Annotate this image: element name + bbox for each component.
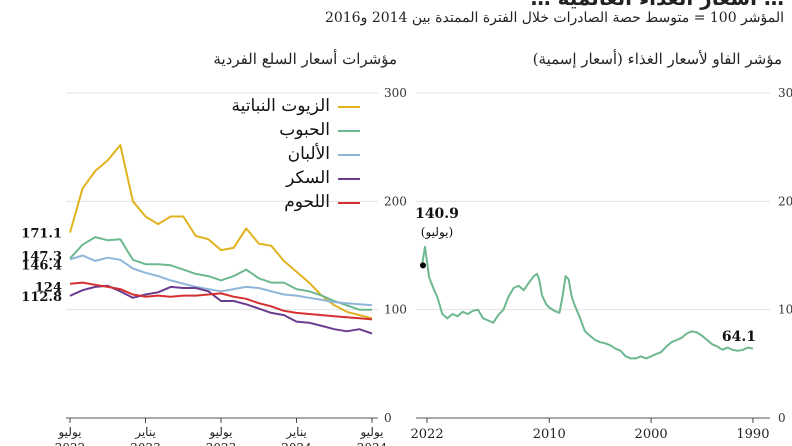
- legend-label: اللحوم: [284, 192, 330, 212]
- right-y-tick-label: 100: [778, 303, 792, 317]
- peak-sub-label: (يوليو): [421, 225, 453, 239]
- peak-value-label: 140.9: [415, 206, 459, 222]
- left-x-tick-label: يناير: [285, 425, 307, 439]
- left-y-tick-label: 200: [384, 194, 407, 208]
- right-x-tick-label: 2000: [635, 427, 668, 442]
- left-start-value-label: 146.4: [21, 258, 62, 273]
- left-x-tick-sublabel: 2022: [55, 441, 86, 446]
- right-series-line: [421, 245, 754, 360]
- left-x-tick-label: يوليو: [208, 425, 232, 439]
- left-start-value-label: 147.3: [21, 249, 62, 264]
- left-x-tick-sublabel: 2024: [281, 441, 312, 446]
- legend-label: السكر: [285, 168, 330, 188]
- left-start-value-label: 124: [35, 281, 62, 296]
- left-x-tick-sublabel: 2023: [206, 441, 237, 446]
- right-y-tick-label: 300: [778, 86, 792, 100]
- left-start-value-label: 171.1: [21, 227, 62, 242]
- left-x-tick-label: يوليو: [359, 425, 383, 439]
- right-x-tick-label: 2022: [411, 427, 444, 442]
- right-panel-title: مؤشر الفاو لأسعار الغذاء (أسعار إسمية): [532, 50, 782, 68]
- left-start-value-label: 112.8: [21, 290, 62, 305]
- left-y-tick-label: 0: [384, 411, 392, 425]
- last-value-label: 64.1: [722, 329, 756, 345]
- legend-label: الزيوت النباتية: [231, 96, 330, 116]
- left-x-tick-sublabel: 2023: [130, 441, 161, 446]
- peak-marker: [419, 262, 426, 269]
- legend-label: الألبان: [288, 143, 330, 164]
- chart-subtitle: المؤشر 100 = متوسط حصة الصادرات خلال الف…: [324, 10, 784, 26]
- left-y-tick-label: 300: [384, 86, 407, 100]
- left-x-tick-sublabel: 2024: [357, 441, 388, 446]
- left-y-tick-label: 100: [384, 303, 407, 317]
- left-x-tick-label: يناير: [134, 425, 156, 439]
- right-y-tick-label: 0: [778, 411, 786, 425]
- page-title: … أسعار الغذاء العالمية …: [531, 0, 784, 10]
- left-panel-title: مؤشرات أسعار السلع الفردية: [213, 50, 397, 68]
- right-y-tick-label: 200: [778, 194, 792, 208]
- right-x-tick-label: 2010: [533, 427, 566, 442]
- left-series-line: [69, 284, 373, 335]
- right-x-tick-label: 1990: [736, 427, 769, 442]
- left-x-tick-label: يوليو: [57, 425, 81, 439]
- left-series-line: [69, 254, 373, 307]
- left-series-line: [69, 281, 373, 321]
- left-series-line: [69, 236, 372, 311]
- legend-label: الحبوب: [279, 120, 330, 140]
